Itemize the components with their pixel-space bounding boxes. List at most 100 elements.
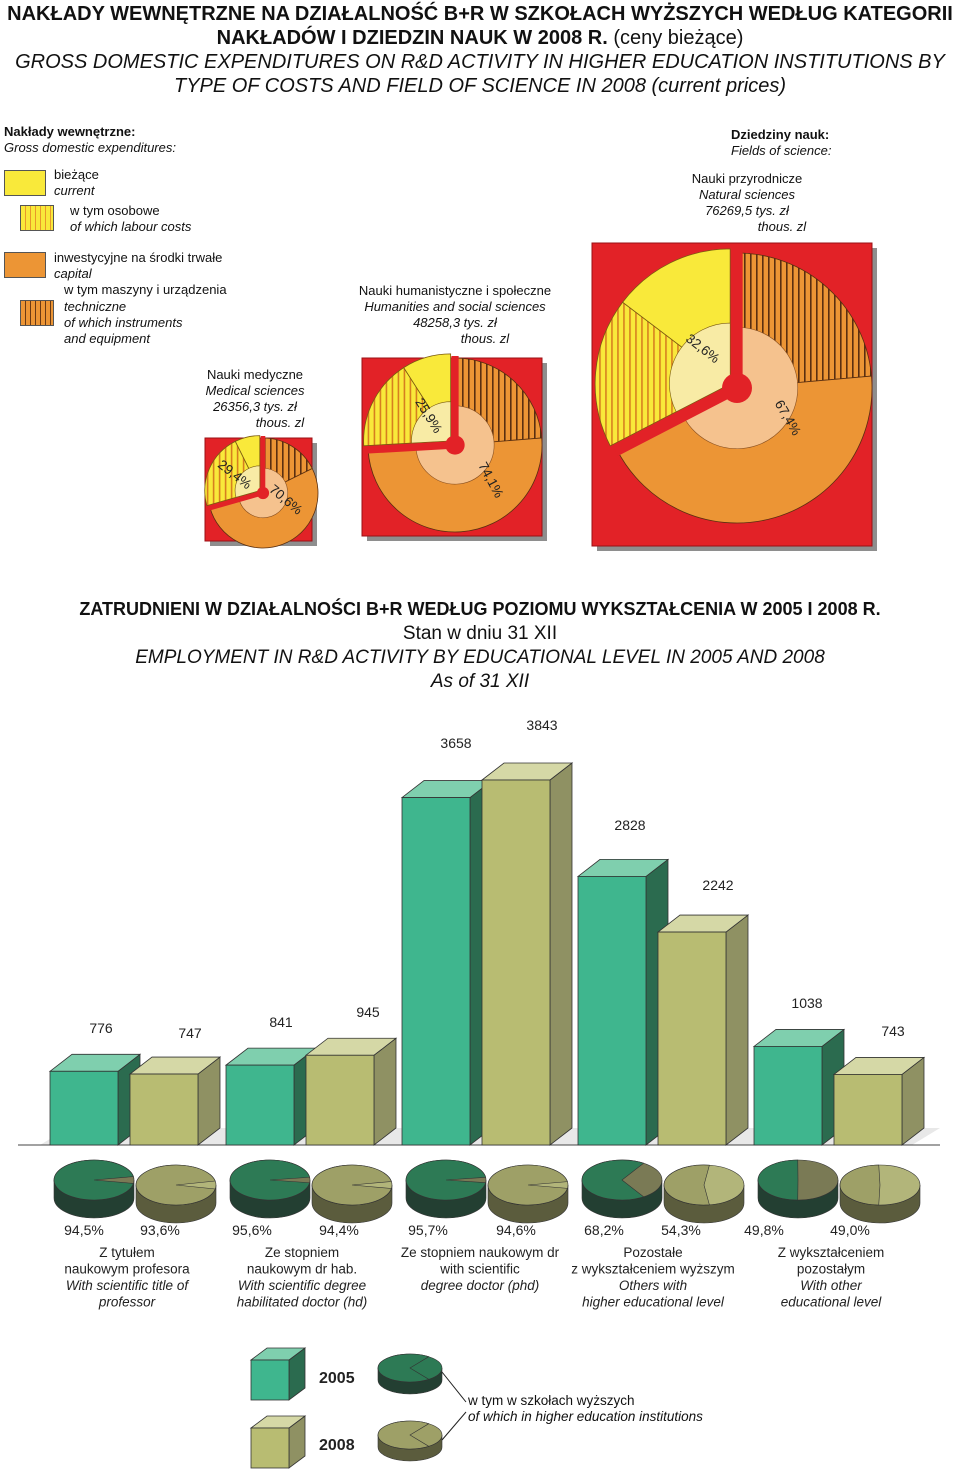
bar-front [225,1064,295,1146]
legend-pie-en: of which in higher education institution… [468,1409,703,1424]
mini-pie-share [53,1159,134,1201]
mini-pie-share [311,1164,392,1206]
legend-current-en: current [54,183,95,198]
pie-current-inner [411,401,451,444]
category-label-pl: Z tytułem [99,1245,155,1260]
bar-front [305,1054,375,1146]
field-natural-value: 76269,5 tys. zł [705,203,789,218]
legend-year-2005: 2005 [319,1370,355,1387]
legend-header-en: Gross domestic expenditures: [4,140,176,155]
legend-labour-pl: w tym osobowe [70,203,160,218]
pie-separator [365,441,456,454]
pie-separator [612,383,740,456]
mini-pie-2005-1 [53,1159,135,1219]
share-label-2005: 68,2% [584,1222,624,1238]
section1-title-pl: NAKŁADY WEWNĘTRZNE NA DZIAŁALNOŚĆ B+R W … [0,2,960,50]
legend-mini-pie-2008 [377,1420,443,1462]
section2-subtitle-pl: Stan w dniu 31 XII [402,623,558,644]
bar-2008-4: 2242 [656,877,750,1146]
pie-hub [256,486,270,500]
section1-title-bold: NAKŁADY WEWNĘTRZNE NA DZIAŁALNOŚĆ B+R W … [7,3,953,49]
legend-labour-swatch [20,205,54,231]
pie-slice-current [204,435,261,507]
pie-current-labour [594,301,731,447]
share-label-2005: 94,5% [64,1222,104,1238]
bar-value-label: 2828 [614,817,645,833]
pie-hub [722,373,752,403]
category-label-pl: naukowym dr hab. [247,1262,357,1277]
category-label-en: professor [98,1295,156,1310]
legend-current-swatch [4,170,46,196]
bar-2008-3: 3843 [480,717,574,1146]
bar-2008-1: 747 [128,1025,222,1146]
fields-header-en: Fields of science: [731,143,832,158]
pie-capital-other [367,437,543,533]
category-label-pl: Ze stopniem naukowym dr [401,1245,560,1260]
field-humanities-pl: Nauki humanistyczne i społeczne [358,283,552,298]
legend-current-pl: bieżące [54,167,99,182]
field-medical-unit: thous. zl [255,415,305,430]
bar-front [577,876,647,1146]
bar-2005-1: 776 [48,1020,142,1146]
category-label-pl: z wykształceniem wyższym [571,1262,735,1277]
share-label-2005: 49,8% [744,1222,784,1238]
category-label-pl: naukowym profesora [64,1262,190,1277]
field-humanities-value: 48258,3 tys. zł [413,315,497,330]
cube-front [250,1359,290,1401]
bar-front [753,1046,823,1146]
section2-title-en: EMPLOYMENT IN R&D ACTIVITY BY EDUCATIONA… [135,647,825,668]
bar-side [725,914,749,1146]
cube-front [250,1427,290,1469]
mini-pie-share [663,1164,710,1206]
pie-capital-other [616,375,873,524]
share-label-2008: 49,0% [830,1222,870,1238]
legend-pie-pl: w tym w szkołach wyższych [468,1393,635,1408]
bar-value-label: 747 [178,1025,202,1041]
mini-pie-2005-4 [581,1159,663,1219]
bar-front [833,1074,903,1146]
share-label-2005: 95,6% [232,1222,272,1238]
bar-value-label: 841 [269,1014,293,1030]
bar-front [129,1073,199,1146]
pie-separator [207,490,264,511]
mini-pie-2008-5 [839,1164,921,1224]
section2-title-pl: ZATRUDNIENI W DZIAŁALNOŚCI B+R WEDŁUG PO… [79,599,881,619]
mini-pie-share [487,1164,568,1206]
share-label-2008: 93,6% [140,1222,180,1238]
mini-pie-share [135,1164,216,1206]
legend-equip-pl1: w tym maszyny i urządzenia [64,282,227,297]
legend-labour-en: of which labour costs [70,219,192,234]
bar-value-label: 3658 [440,735,471,751]
bar-2005-4: 2828 [576,817,670,1146]
pie-hub [445,435,465,455]
pie-chart-2: 25,9%74,1% [361,353,547,541]
category-label-en: degree doctor (phd) [421,1278,540,1293]
pie-slice-current [594,248,731,447]
category-label-en: Others with [619,1278,687,1293]
category-label-en: With other [800,1278,862,1293]
mini-pie-share [377,1353,430,1383]
pie-current-inner [234,465,261,498]
category-label-pl: Ze stopniem [265,1245,339,1260]
mini-pie-share [581,1159,645,1201]
field-humanities-unit: thous. zl [460,331,510,346]
bar-value-label: 743 [881,1023,905,1039]
bar-front [401,797,471,1146]
bar-2008-5: 743 [832,1023,926,1146]
mini-pie-2008-2 [311,1164,393,1224]
section1-title-note: (ceny bieżące) [613,27,744,49]
mini-pie-2005-3 [405,1159,487,1219]
legend-capital-pl: inwestycyjne na środki trwałe [54,250,223,265]
field-medical-en: Medical sciences [205,383,305,398]
category-label-pl: pozostałym [797,1262,865,1277]
bar-side [373,1037,397,1146]
bar-value-label: 3843 [526,717,557,733]
category-label-pl: with scientific [439,1262,520,1277]
mini-pie-share [377,1420,430,1450]
bar-front [49,1070,119,1146]
category-label-en: With scientific title of [66,1278,189,1293]
share-label-2008: 94,4% [319,1222,359,1238]
field-natural-pl: Nauki przyrodnicze [691,171,803,186]
mini-pie-2008-1 [135,1164,217,1224]
